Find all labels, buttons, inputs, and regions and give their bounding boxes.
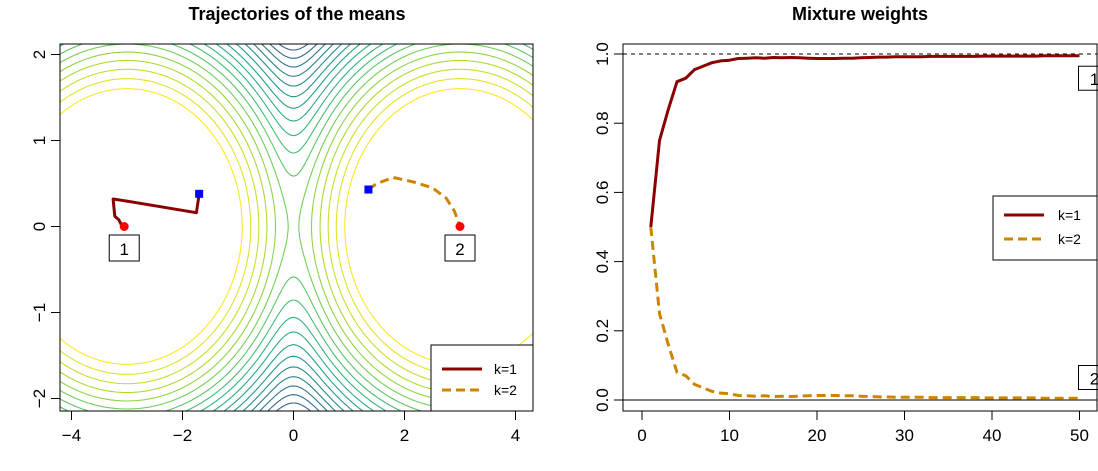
weight-lines (649, 54, 1080, 400)
weight-label: 2 (1090, 370, 1098, 389)
right-x-tick-label: 0 (637, 426, 646, 445)
left-x-tick-label: 2 (400, 426, 409, 445)
contour-line (289, 410, 298, 411)
contour-line (212, 44, 375, 411)
contour-line (242, 44, 345, 411)
weight-labels: 12 (1078, 65, 1098, 391)
contour-line (250, 44, 337, 411)
reference-lines (623, 53, 1097, 401)
component-label: 1 (119, 240, 128, 259)
contour-line (60, 44, 533, 411)
contour-line (266, 44, 321, 411)
right-y-tick-label: 0.6 (593, 181, 612, 205)
right-x-tick-label: 40 (983, 426, 1002, 445)
right-x-tick-label: 10 (720, 426, 739, 445)
contour-line (60, 44, 533, 410)
weight-line-k1 (649, 54, 1080, 228)
right-legend-box (992, 195, 1098, 261)
left-x-tick-label: 0 (289, 426, 298, 445)
left-y-tick-label: −1 (30, 303, 49, 322)
contour-line (279, 29, 309, 425)
end-point (119, 222, 129, 231)
left-y-tick-label: −2 (30, 389, 49, 408)
end-point (455, 222, 465, 231)
trajectory-k2 (367, 176, 462, 228)
contour-line (60, 78, 533, 375)
left-legend-box (430, 344, 534, 412)
left-y-tick-label: 1 (30, 136, 49, 145)
weight-line-k2 (649, 226, 1080, 400)
contour-line (258, 44, 329, 411)
right-title: Mixture weights (792, 4, 928, 24)
right-y-tick-label: 0.0 (593, 388, 612, 412)
left-legend-k2-label: k=2 (494, 382, 517, 398)
left-x-tick-label: 4 (511, 426, 520, 445)
start-point (364, 185, 373, 194)
right-x-axis: 0 10 20 30 40 50 (637, 410, 1089, 445)
contour-line (233, 44, 354, 411)
left-legend-k1-label: k=1 (494, 361, 517, 377)
right-y-axis: 0.0 0.2 0.4 0.6 0.8 1.0 (593, 42, 624, 412)
right-y-tick-label: 0.8 (593, 111, 612, 135)
right-x-tick-label: 30 (895, 426, 914, 445)
left-x-tick-label: −4 (62, 426, 81, 445)
start-point (195, 189, 204, 198)
contour-line (60, 68, 533, 385)
contour-line (275, 44, 312, 411)
right-panel: Mixture weights 12 0 10 20 30 40 50 0.00.20.4… (593, 4, 1098, 445)
right-legend-k2-label: k=2 (1058, 231, 1081, 247)
right-y-tick-label: 0.4 (593, 250, 612, 274)
left-x-axis: −4 −2 0 2 4 (62, 410, 520, 445)
component-label-box (108, 234, 140, 262)
contour-line (60, 59, 533, 394)
weight-label-box (1078, 365, 1098, 391)
left-legend: k=1 k=2 (430, 344, 534, 412)
left-title: Trajectories of the means (188, 4, 405, 24)
contour-line (199, 44, 533, 411)
left-y-tick-label: 0 (30, 222, 49, 231)
component-label: 2 (455, 240, 464, 259)
right-legend: k=1 k=2 (992, 195, 1098, 261)
trajectory-k1 (111, 193, 201, 226)
right-x-tick-label: 20 (808, 426, 827, 445)
left-y-axis: −2 −1 0 1 2 (30, 50, 61, 408)
right-x-tick-label: 50 (1070, 426, 1089, 445)
left-y-tick-label: 2 (30, 50, 49, 59)
left-x-tick-label: −2 (173, 426, 192, 445)
right-legend-k1-label: k=1 (1058, 207, 1081, 223)
contour-line (223, 44, 364, 411)
trajectories (111, 176, 465, 231)
weight-label-box (1078, 65, 1098, 91)
component-label-box (444, 234, 476, 262)
right-y-tick-label: 1.0 (593, 42, 612, 66)
weight-label: 1 (1090, 70, 1098, 89)
right-y-tick-label: 0.2 (593, 319, 612, 343)
